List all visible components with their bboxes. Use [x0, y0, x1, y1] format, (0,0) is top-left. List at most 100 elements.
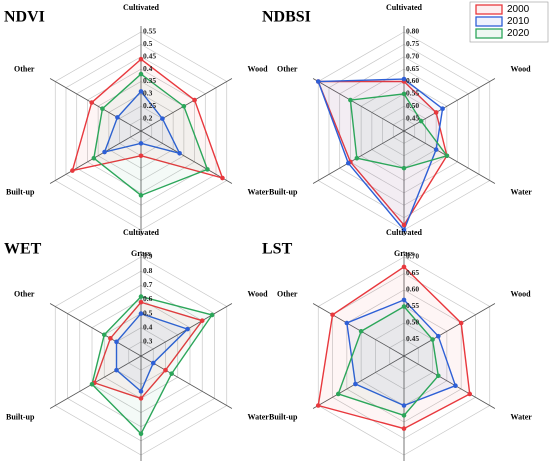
data-point — [401, 76, 407, 82]
r-tick-label: 0.9 — [143, 252, 153, 261]
data-point — [418, 118, 424, 124]
r-tick-label: 0.45 — [143, 51, 156, 60]
r-tick-label: 0.5 — [143, 39, 153, 48]
data-point — [102, 149, 107, 155]
r-tick-label: 0.2 — [143, 113, 153, 122]
r-tick-label: 0.60 — [406, 285, 419, 294]
r-tick-label: 0.8 — [143, 266, 153, 275]
r-tick-label: 0.25 — [143, 101, 156, 110]
data-point — [138, 389, 144, 394]
data-point — [401, 304, 407, 309]
data-point — [199, 318, 205, 323]
axis-label: Built-up — [269, 412, 298, 421]
data-point — [205, 167, 210, 172]
r-tick-label: 0.50 — [406, 318, 419, 327]
data-point — [401, 222, 407, 228]
spoke — [140, 78, 233, 132]
axis-label: Cultivated — [386, 228, 423, 237]
data-point — [354, 155, 360, 161]
data-point — [138, 396, 144, 401]
r-tick-label: 0.45 — [406, 113, 419, 122]
data-point — [401, 91, 407, 97]
axis-label: Built-up — [6, 412, 35, 421]
data-point — [100, 106, 105, 112]
data-point — [89, 100, 95, 105]
data-point — [169, 371, 174, 376]
data-point — [330, 312, 335, 318]
data-point — [353, 381, 358, 387]
data-point — [177, 150, 182, 156]
data-point — [348, 97, 353, 103]
spoke — [49, 78, 142, 132]
data-point — [315, 79, 321, 84]
data-point — [430, 337, 435, 342]
data-point — [163, 367, 168, 373]
legend-swatch — [475, 28, 503, 39]
spoke — [312, 78, 405, 132]
data-point — [138, 153, 144, 159]
data-point — [467, 391, 473, 397]
r-tick-label: 0.75 — [406, 39, 419, 48]
data-point — [138, 294, 144, 299]
data-point — [220, 175, 225, 181]
r-tick-label: 0.50 — [406, 101, 419, 110]
r-tick-label: 0.3 — [143, 89, 153, 98]
data-point — [115, 115, 120, 120]
spoke — [312, 303, 405, 357]
r-tick-label: 0.6 — [143, 294, 153, 303]
r-tick-label: 0.65 — [406, 64, 419, 73]
data-point — [401, 165, 407, 171]
axis-label: Built-up — [269, 187, 298, 196]
data-point — [345, 160, 351, 166]
chart-title: WET — [4, 241, 42, 258]
spoke — [403, 355, 496, 409]
r-tick-label: 0.55 — [406, 89, 419, 98]
data-point — [114, 339, 119, 345]
spoke — [140, 130, 233, 184]
legend-label: 2010 — [507, 16, 530, 27]
r-tick-label: 0.65 — [406, 268, 419, 277]
axis-label: Water — [248, 412, 270, 421]
axis-label: Other — [277, 289, 298, 298]
r-tick-label: 0.55 — [406, 301, 419, 310]
axis-label: Cultivated — [123, 3, 160, 12]
data-point — [358, 328, 364, 334]
axis-label: Wood — [248, 64, 269, 73]
legend-label: 2000 — [507, 4, 530, 15]
data-point — [101, 332, 107, 338]
spoke — [403, 303, 496, 357]
r-tick-label: 0.35 — [143, 76, 156, 85]
data-point — [435, 373, 441, 379]
data-point — [315, 403, 321, 408]
axis-label: Other — [277, 64, 298, 73]
data-point — [433, 147, 439, 152]
chart-title: NDBSI — [262, 9, 311, 26]
data-point — [91, 155, 97, 161]
data-point — [192, 97, 197, 103]
axis-label: Water — [511, 412, 533, 421]
data-point — [114, 367, 119, 373]
axis-label: Wood — [511, 64, 532, 73]
data-point — [70, 168, 75, 173]
r-tick-label: 0.4 — [143, 322, 153, 331]
data-point — [138, 431, 144, 437]
data-point — [458, 320, 464, 326]
data-point — [335, 391, 341, 397]
data-point — [160, 116, 165, 121]
axis-label: Cultivated — [386, 3, 423, 12]
data-point — [344, 320, 350, 326]
legend-label: 2020 — [507, 28, 530, 39]
r-tick-label: 0.5 — [143, 308, 153, 317]
data-point — [138, 299, 144, 305]
data-point — [444, 153, 450, 159]
data-point — [89, 381, 95, 387]
r-tick-label: 0.70 — [406, 252, 419, 261]
legend-box — [469, 1, 549, 43]
data-point — [185, 326, 190, 332]
data-point — [401, 264, 407, 270]
data-point — [435, 333, 441, 339]
spoke — [312, 355, 405, 409]
data-point — [138, 193, 144, 198]
r-tick-label: 0.55 — [143, 27, 156, 36]
